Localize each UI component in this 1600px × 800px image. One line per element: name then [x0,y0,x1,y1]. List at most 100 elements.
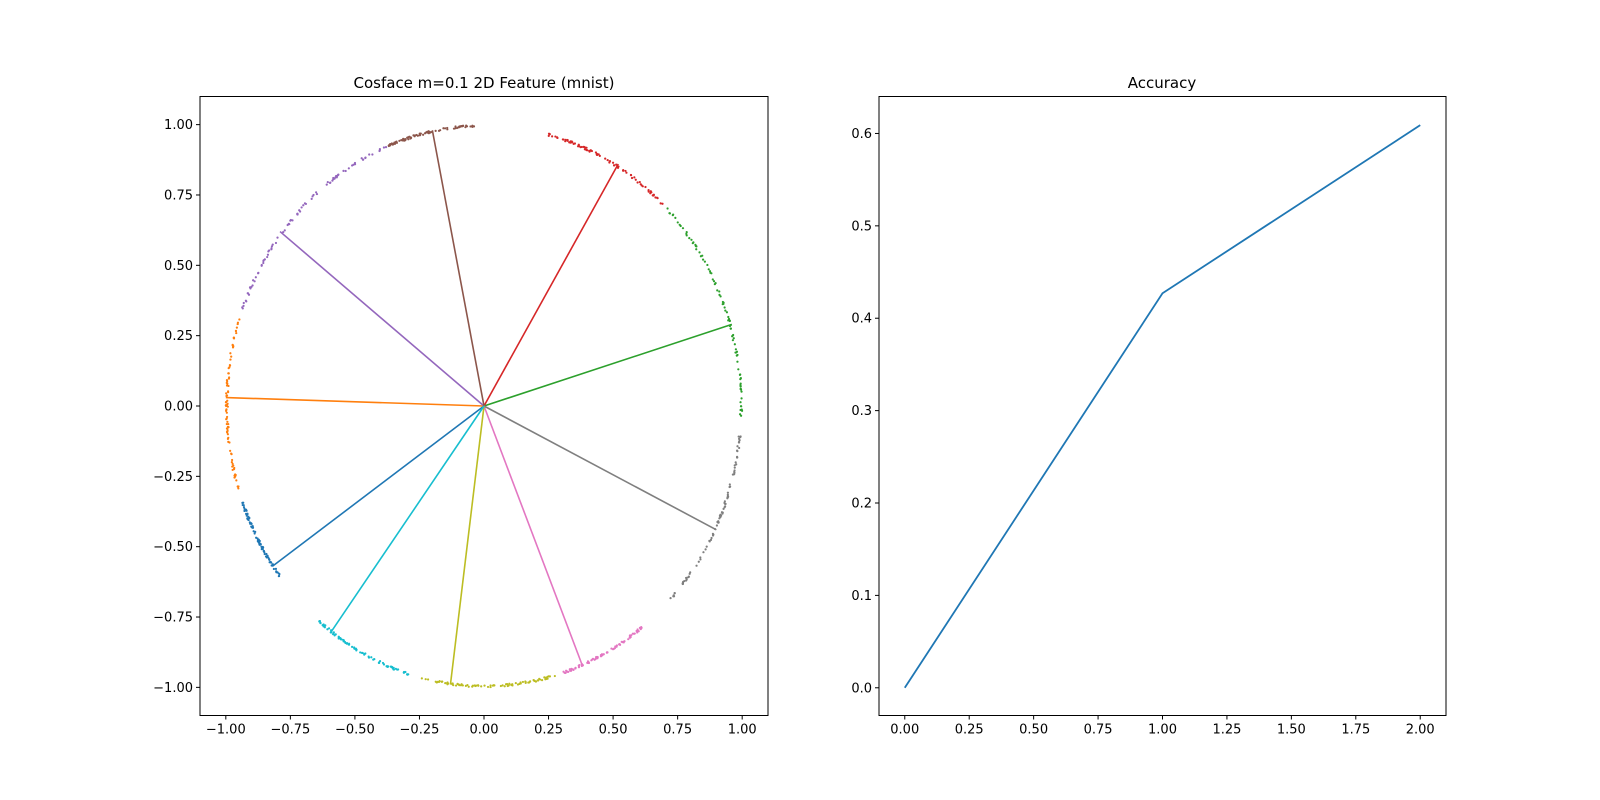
feature-point-class-8 [446,683,449,686]
feature-point-class-3 [634,178,637,181]
feature-point-class-8 [529,680,532,683]
feature-point-class-1 [225,427,229,430]
feature-point-class-9 [382,663,385,666]
feature-point-class-9 [322,625,325,628]
feature-point-class-0 [256,539,260,542]
feature-point-class-2 [727,315,730,319]
feature-point-class-1 [233,476,236,479]
feature-point-class-1 [228,441,231,444]
feature-point-class-7 [697,560,700,563]
feature-point-class-8 [486,685,490,689]
feature-point-class-6 [595,656,598,660]
feature-point-class-2 [739,405,743,408]
feature-point-class-4 [360,157,363,160]
class-center-line-4 [279,230,485,407]
feature-point-class-4 [242,304,245,307]
feature-point-class-9 [332,631,335,634]
feature-point-class-3 [590,149,594,153]
feature-point-class-8 [480,685,483,688]
feature-point-class-5 [407,138,410,141]
feature-point-class-0 [243,509,246,513]
feature-point-class-6 [627,638,630,641]
feature-point-class-2 [691,242,694,245]
feature-point-class-7 [733,466,736,469]
class-center-line-6 [483,405,583,666]
feature-point-class-3 [636,181,639,184]
feature-point-class-2 [688,237,691,240]
accuracy-x-tick-label: 1.00 [1148,723,1177,738]
feature-point-class-3 [548,133,551,136]
feature-point-class-1 [235,326,238,329]
feature-y-tick-label: 0.00 [164,400,193,415]
feature-point-class-5 [454,125,457,128]
feature-point-class-4 [266,253,270,256]
feature-point-class-7 [699,556,702,559]
feature-point-class-0 [249,522,252,525]
feature-point-class-8 [534,680,537,683]
feature-point-class-1 [237,487,240,490]
feature-point-class-4 [282,230,285,234]
feature-point-class-0 [247,515,250,518]
feature-point-class-6 [640,626,643,630]
feature-point-class-4 [247,293,251,296]
feature-point-class-7 [735,449,739,452]
feature-point-class-1 [225,430,229,433]
feature-point-class-2 [737,368,740,371]
feature-point-class-7 [717,520,720,523]
feature-point-class-2 [721,300,724,304]
feature-point-class-5 [452,127,456,130]
feature-point-class-8 [489,684,492,687]
feature-point-class-2 [707,268,710,271]
feature-point-class-7 [726,493,729,496]
feature-point-class-3 [656,196,659,200]
feature-point-class-1 [224,404,227,407]
feature-point-class-2 [681,227,685,230]
feature-point-class-3 [582,145,585,148]
feature-point-class-8 [475,684,478,687]
feature-point-class-0 [242,504,245,507]
feature-point-class-2 [739,387,742,390]
feature-point-class-4 [303,202,307,205]
feature-point-class-5 [423,132,427,135]
feature-point-class-4 [262,261,265,265]
feature-point-class-8 [454,684,458,687]
feature-point-class-2 [685,232,688,236]
feature-point-class-4 [262,259,265,262]
feature-point-class-7 [681,581,685,584]
feature-point-class-4 [260,264,263,267]
feature-point-class-3 [562,138,565,141]
feature-point-class-8 [521,680,525,684]
feature-point-class-5 [409,137,412,140]
feature-point-class-2 [714,282,717,285]
feature-point-class-5 [471,124,474,127]
feature-point-class-5 [419,132,422,135]
feature-y-tick-label: −1.00 [153,681,193,696]
feature-point-class-0 [242,501,245,504]
feature-point-class-1 [238,318,241,321]
feature-point-class-7 [687,575,690,578]
feature-point-class-9 [350,645,354,648]
feature-point-class-6 [564,671,567,674]
feature-point-class-3 [604,157,607,160]
feature-point-class-1 [226,425,229,428]
feature-point-class-7 [733,464,736,467]
feature-point-class-3 [585,146,588,149]
feature-point-class-4 [352,163,355,166]
feature-x-tick-label: 0.75 [663,723,692,738]
feature-point-class-1 [226,405,229,408]
accuracy-chart-title: Accuracy [1128,74,1197,92]
accuracy-x-tick-label: 0.75 [1084,723,1113,738]
feature-point-class-7 [685,578,688,581]
feature-y-tick-label: −0.75 [153,611,193,626]
feature-point-class-8 [532,678,535,682]
feature-point-class-3 [649,190,652,193]
feature-point-class-3 [647,190,650,193]
feature-point-class-5 [460,125,463,128]
feature-point-class-4 [342,169,345,172]
feature-point-class-1 [233,474,236,477]
feature-point-class-9 [347,642,351,645]
feature-point-class-5 [408,135,411,138]
feature-point-class-8 [434,680,437,683]
feature-point-class-9 [324,624,327,627]
